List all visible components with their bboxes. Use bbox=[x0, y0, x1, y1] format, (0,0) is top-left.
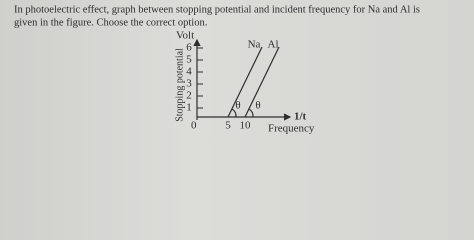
question-line: In photoelectric effect, graph between s… bbox=[14, 4, 420, 15]
al-line bbox=[244, 46, 280, 118]
y-tick-label: 6 bbox=[186, 42, 192, 54]
x-label: Frequency bbox=[268, 123, 315, 135]
page: In photoelectric effect, graph between s… bbox=[0, 0, 474, 139]
line-label: Al bbox=[268, 39, 279, 51]
origin: 0 bbox=[191, 120, 197, 132]
y-tick-label: 1 bbox=[186, 102, 192, 114]
angle-arc bbox=[231, 108, 237, 118]
y-label: Stopping potential bbox=[174, 48, 185, 122]
y-tick-label: 5 bbox=[186, 54, 192, 66]
question-figure: In photoelectric effect, graph between s… bbox=[14, 4, 420, 135]
y-tick-label: 2 bbox=[186, 90, 192, 102]
x-unit: 1/t bbox=[294, 111, 307, 123]
x-tick-label: 10 bbox=[240, 120, 252, 132]
angle-arc bbox=[248, 108, 254, 118]
y-tick-label: 4 bbox=[186, 66, 192, 78]
x-tick-label: 5 bbox=[225, 120, 231, 132]
na-line bbox=[227, 46, 263, 118]
y-unit: Volt bbox=[176, 30, 194, 42]
question-line: given in the figure. Choose the correct … bbox=[14, 17, 207, 28]
y-tick-label: 3 bbox=[186, 78, 192, 90]
angle-label: θ bbox=[235, 100, 240, 112]
angle-label: θ bbox=[255, 100, 260, 112]
line-label: Na bbox=[248, 39, 261, 51]
